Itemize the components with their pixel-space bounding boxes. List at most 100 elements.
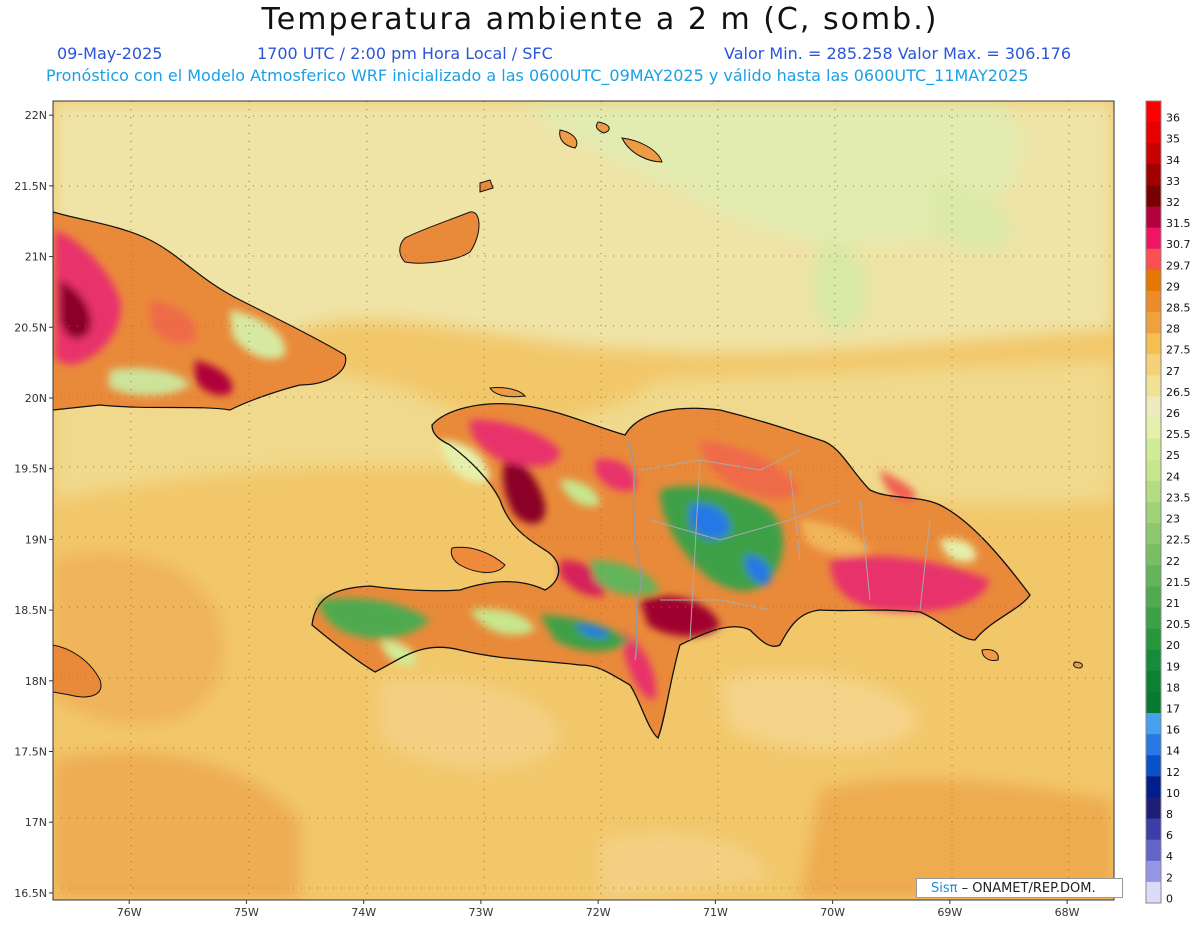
colorbar-label: 14: [1166, 745, 1180, 758]
y-axis: 22N 21.5N 21N 20.5N 20N 19.5N 19N 18.5N 18N 17.5N…: [14, 109, 53, 900]
colorbar-label: 27.5: [1166, 344, 1191, 357]
y-tick-label: 17N: [25, 816, 47, 829]
colorbar-label: 35: [1166, 133, 1180, 146]
colorbar-label: 31.5: [1166, 217, 1191, 230]
forecast-time: 1700 UTC / 2:00 pm Hora Local / SFC: [257, 44, 553, 63]
colorbar-label: 22.5: [1166, 534, 1191, 547]
colorbar-swatch: [1146, 354, 1161, 376]
colorbar-swatch: [1146, 122, 1161, 144]
colorbar-label: 17: [1166, 703, 1180, 716]
colorbar-swatch: [1146, 776, 1161, 798]
colorbar-swatch: [1146, 734, 1161, 756]
colorbar-label: 26.5: [1166, 386, 1191, 399]
colorbar-label: 10: [1166, 787, 1180, 800]
hispaniola-land: [311, 403, 1031, 740]
colorbar-label: 25.5: [1166, 428, 1191, 441]
colorbar-label: 22: [1166, 555, 1180, 568]
colorbar: 363534333231.530.729.72928.52827.52726.5…: [1145, 100, 1191, 905]
colorbar-label: 21.5: [1166, 576, 1191, 589]
colorbar-frame: [1145, 100, 1162, 904]
colorbar-swatch: [1146, 839, 1161, 862]
x-tick-label: 74W: [351, 906, 376, 919]
colorbar-label: 8: [1166, 808, 1173, 821]
colorbar-label: 12: [1166, 766, 1180, 779]
colorbar-label: 6: [1166, 829, 1173, 842]
colorbar-swatch: [1146, 164, 1161, 186]
colorbar-swatch: [1146, 143, 1161, 165]
colorbar-label: 0: [1166, 892, 1173, 905]
sispi-logo: Sisπ: [931, 881, 958, 896]
x-tick-label: 68W: [1055, 906, 1080, 919]
chart-title: Temperatura ambiente a 2 m (C, somb.): [261, 2, 939, 37]
colorbar-swatch: [1146, 375, 1161, 397]
colorbar-swatch: [1146, 101, 1161, 123]
colorbar-swatch: [1146, 227, 1161, 250]
colorbar-swatch: [1146, 691, 1161, 714]
y-tick-label: 21N: [25, 251, 47, 264]
x-tick-label: 75W: [234, 906, 259, 919]
colorbar-label: 28: [1166, 323, 1180, 336]
colorbar-label: 34: [1166, 154, 1180, 167]
colorbar-label: 33: [1166, 175, 1180, 188]
colorbar-swatch: [1146, 586, 1161, 609]
colorbar-label: 32: [1166, 196, 1180, 209]
y-tick-label: 17.5N: [14, 746, 47, 759]
colorbar-swatch: [1146, 502, 1161, 524]
x-tick-label: 76W: [117, 906, 142, 919]
colorbar-label: 18: [1166, 681, 1180, 694]
credit-text: – ONAMET/REP.DOM.: [957, 881, 1096, 896]
model-info: Pronóstico con el Modelo Atmosferico WRF…: [46, 66, 1029, 85]
colorbar-label: 20: [1166, 639, 1180, 652]
colorbar-swatch: [1146, 860, 1161, 883]
colorbar-label: 4: [1166, 850, 1173, 863]
colorbar-swatch: [1146, 290, 1161, 313]
colorbar-swatch: [1146, 670, 1161, 693]
colorbar-swatch: [1146, 797, 1161, 820]
x-tick-label: 70W: [820, 906, 845, 919]
jamaica-land: [53, 644, 102, 698]
colorbar-label: 25: [1166, 449, 1180, 462]
credit-box: Sisπ – ONAMET/REP.DOM.: [916, 878, 1123, 898]
colorbar-label: 24: [1166, 470, 1180, 483]
colorbar-swatch: [1146, 523, 1161, 545]
colorbar-swatch: [1146, 649, 1161, 672]
colorbar-swatch: [1146, 628, 1161, 651]
x-axis: 76W 75W 74W 73W 72W 71W 70W 69W 68W: [117, 900, 1080, 919]
y-tick-label: 18.5N: [14, 604, 47, 617]
colorbar-swatch: [1146, 206, 1161, 229]
colorbar-swatch: [1146, 480, 1161, 503]
colorbar-label: 23: [1166, 513, 1180, 526]
colorbar-swatch: [1146, 438, 1161, 461]
x-tick-label: 72W: [586, 906, 611, 919]
colorbar-label: 20.5: [1166, 618, 1191, 631]
y-tick-label: 19N: [25, 533, 47, 546]
temperature-field: [53, 101, 1114, 900]
colorbar-label: 30.7: [1166, 238, 1191, 251]
colorbar-label: 23.5: [1166, 491, 1191, 504]
colorbar-swatch: [1146, 333, 1161, 355]
colorbar-label: 26: [1166, 407, 1180, 420]
map-grid: [53, 101, 1114, 900]
y-tick-label: 20N: [25, 392, 47, 405]
colorbar-label: 16: [1166, 724, 1180, 737]
y-tick-label: 19.5N: [14, 463, 47, 476]
colorbar-label: 36: [1166, 112, 1180, 125]
colorbar-swatch: [1146, 755, 1161, 777]
cuba-land: [53, 211, 347, 411]
inagua-island: [399, 211, 480, 264]
colorbar-swatch: [1146, 417, 1161, 440]
colorbar-label: 19: [1166, 660, 1180, 673]
y-tick-label: 18N: [25, 675, 47, 688]
colorbar-label: 29: [1166, 280, 1180, 293]
colorbar-swatch: [1146, 818, 1161, 841]
y-tick-label: 16.5N: [14, 887, 47, 900]
y-tick-label: 21.5N: [14, 180, 47, 193]
y-tick-label: 22N: [25, 109, 47, 122]
colorbar-swatch: [1146, 565, 1161, 587]
min-max-values: Valor Min. = 285.258 Valor Max. = 306.17…: [724, 44, 1072, 63]
colorbar-swatch: [1146, 459, 1161, 482]
gonave-island: [450, 546, 506, 573]
colorbar-swatch: [1146, 312, 1161, 334]
colorbar-swatch: [1146, 185, 1161, 208]
